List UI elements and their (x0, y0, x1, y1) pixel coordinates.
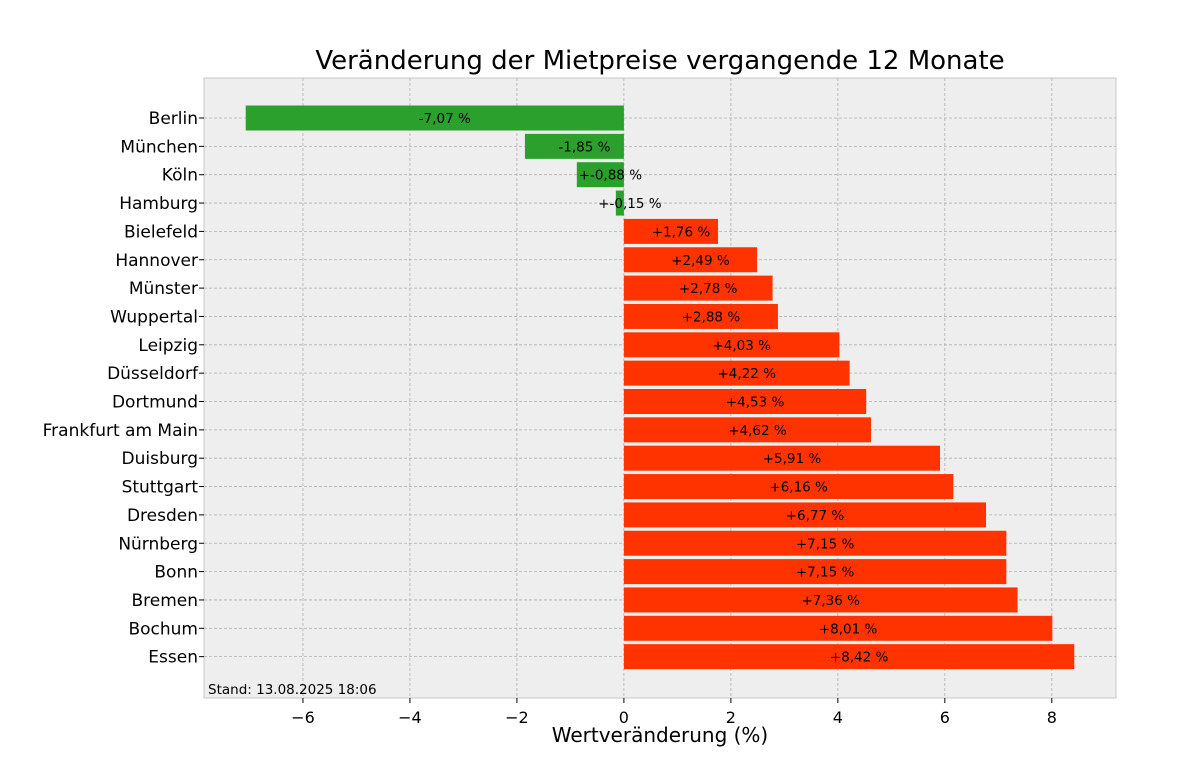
y-tick-label: Hamburg (119, 194, 198, 214)
data-label: +-0,15 % (598, 196, 662, 212)
bar-frankfurt-am-main (623, 417, 872, 443)
bar-bochum (623, 615, 1053, 641)
y-tick-label: Köln (162, 166, 198, 186)
data-label: +4,22 % (718, 366, 777, 382)
data-label: +2,88 % (682, 309, 741, 325)
chart-title: Veränderung der Mietpreise vergangende 1… (315, 46, 1004, 76)
data-label: +7,36 % (801, 593, 860, 609)
bar-bremen (623, 587, 1018, 613)
bar-duisburg (623, 445, 941, 471)
bar-wuppertal (623, 303, 778, 329)
y-tick-label: Düsseldorf (107, 364, 199, 384)
data-label: +6,16 % (769, 480, 828, 496)
data-label: +8,42 % (830, 650, 889, 666)
data-label: -7,07 % (419, 111, 471, 127)
bar-bonn (623, 559, 1007, 585)
y-tick-label: Berlin (149, 109, 198, 129)
data-label: +5,91 % (763, 451, 822, 467)
bar-düsseldorf (623, 360, 850, 386)
data-label: -1,85 % (558, 139, 610, 155)
bar-dortmund (623, 389, 867, 414)
y-tick-label: Hannover (115, 251, 198, 271)
data-label: +4,62 % (728, 423, 787, 439)
bar-nürnberg (623, 530, 1007, 556)
bar-münchen (524, 133, 624, 159)
y-tick-label: Bremen (131, 591, 198, 611)
y-tick-label: Essen (148, 648, 198, 668)
x-tick-label: 2 (726, 708, 736, 727)
data-label: +6,77 % (786, 508, 845, 524)
x-tick-label: 8 (1047, 708, 1057, 727)
y-tick-label: Nürnberg (118, 534, 198, 554)
y-tick-label: Wuppertal (110, 307, 198, 327)
bar-bielefeld (623, 218, 719, 244)
y-tick-label: Bielefeld (124, 222, 198, 242)
bars (245, 105, 1075, 670)
data-label: +8,01 % (819, 621, 878, 637)
x-tick-label: −6 (291, 708, 315, 727)
y-tick-label: Stuttgart (122, 478, 199, 498)
x-tick-label: 0 (619, 708, 629, 727)
x-tick-label: −2 (505, 708, 529, 727)
x-axis-label: Wertveränderung (%) (552, 723, 769, 747)
data-label: +4,03 % (712, 338, 771, 354)
x-axis: −6 −4 −2 0 2 4 6 8 (291, 698, 1057, 727)
x-tick-label: 6 (940, 708, 950, 727)
bar-hamburg (615, 190, 624, 216)
data-label: +1,76 % (652, 224, 711, 240)
data-label: +7,15 % (796, 565, 855, 581)
y-tick-label: Frankfurt am Main (43, 421, 198, 441)
data-label: +2,49 % (671, 253, 730, 269)
data-label: +-0,88 % (579, 168, 643, 184)
bar-hannover (623, 247, 758, 273)
y-tick-label: Duisburg (122, 449, 199, 469)
data-label: +4,53 % (726, 395, 785, 411)
x-tick-label: 4 (833, 708, 843, 727)
timestamp-note: Stand: 13.08.2025 18:06 (208, 682, 377, 698)
data-labels: -7,07 % -1,85 % +-0,88 % +-0,15 % +1,76 % +2,… (419, 111, 889, 666)
bar-essen (623, 644, 1075, 670)
y-axis: Berlin München Köln Hamburg Bielefeld Hannove… (43, 109, 204, 668)
y-tick-label: Bonn (154, 563, 198, 583)
bar-münster (623, 275, 773, 301)
bar-berlin (245, 105, 624, 131)
y-tick-label: Bochum (128, 619, 198, 639)
bar-dresden (623, 502, 987, 528)
data-label: +2,78 % (679, 281, 738, 297)
bar-leipzig (623, 332, 840, 358)
y-tick-label: Leipzig (138, 336, 198, 356)
y-tick-label: Dresden (127, 506, 198, 526)
bar-köln (576, 162, 624, 188)
y-tick-label: Dortmund (112, 393, 198, 413)
x-tick-label: −4 (398, 708, 422, 727)
data-label: +7,15 % (796, 536, 855, 552)
y-tick-label: München (120, 137, 198, 157)
bar-stuttgart (623, 474, 954, 500)
y-tick-label: Münster (129, 279, 198, 299)
